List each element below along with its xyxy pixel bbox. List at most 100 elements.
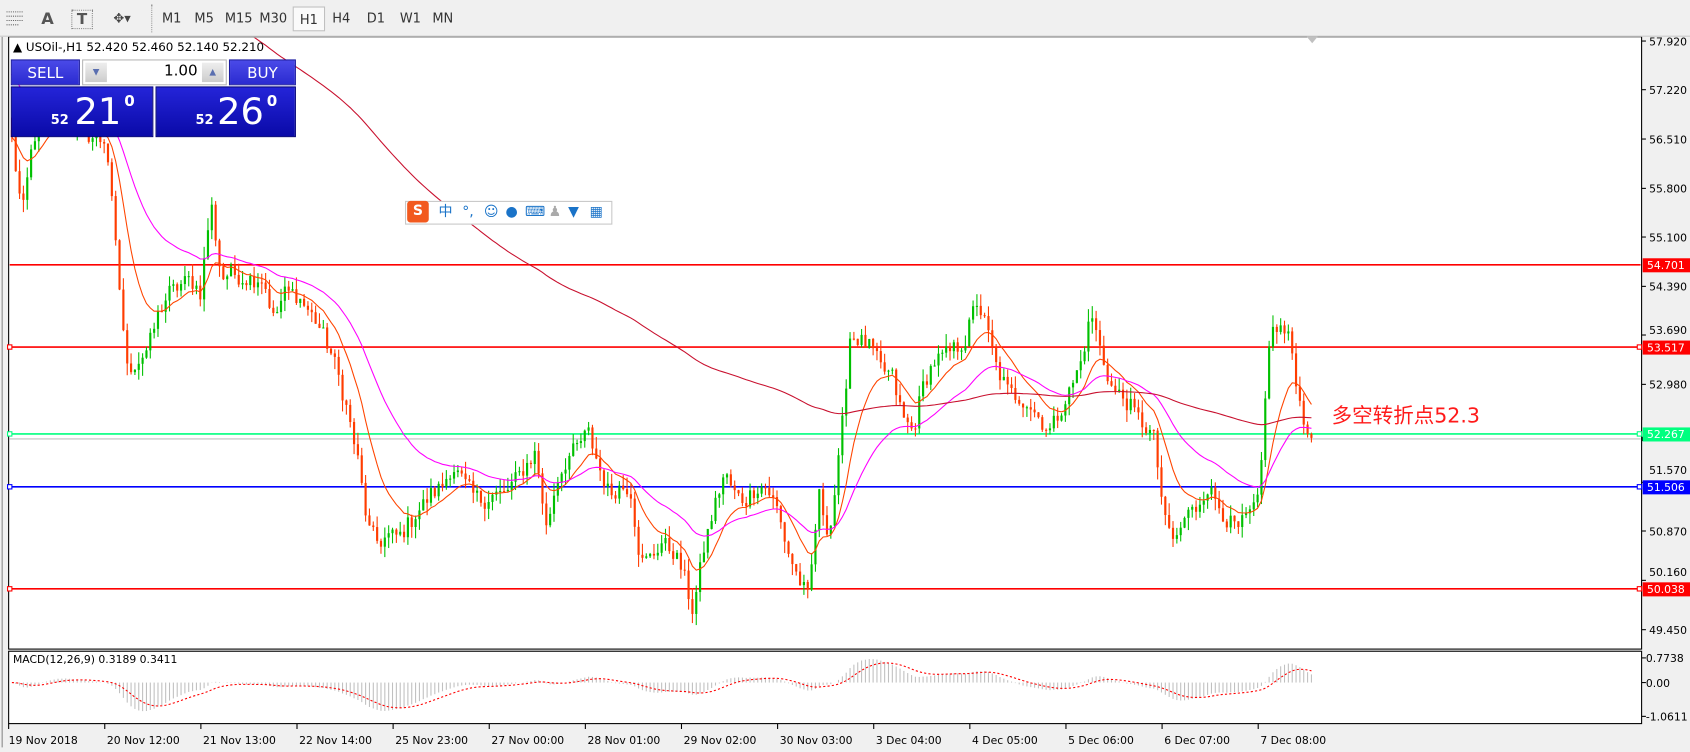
candle-body	[129, 363, 133, 373]
skin-shirt-icon[interactable]: ▼	[568, 204, 579, 221]
candle-body	[30, 149, 33, 178]
sogou-logo-icon[interactable]: S	[407, 200, 429, 223]
candle-body	[1121, 389, 1125, 399]
candle-body	[591, 427, 594, 449]
candle-body	[549, 513, 552, 526]
line-handle[interactable]	[7, 586, 13, 592]
candle-body	[276, 312, 279, 314]
shapes-dropdown-icon[interactable]: ✥▾	[113, 10, 131, 26]
candle-body	[452, 472, 456, 479]
candle-body	[687, 570, 690, 600]
candle-body	[772, 495, 775, 498]
horizontal-lines-icon[interactable]	[4, 6, 26, 30]
chart-shift-marker[interactable]	[1306, 36, 1318, 44]
punctuation-icon[interactable]: °,	[462, 204, 474, 221]
candle-body	[775, 497, 779, 507]
microphone-icon[interactable]: ●	[505, 204, 518, 221]
candle-body	[287, 286, 290, 291]
candle-body	[1221, 508, 1225, 522]
candle-body	[441, 483, 444, 487]
timeframe-m15[interactable]: M15	[224, 10, 253, 26]
candle-body	[718, 494, 721, 498]
macd-panel[interactable]	[8, 650, 1643, 725]
timeframe-d1[interactable]: D1	[366, 10, 385, 26]
sell-price-box[interactable]: 52 21 0	[10, 86, 154, 138]
buy-price-prefix: 52	[195, 112, 214, 128]
candle-body	[1283, 325, 1286, 334]
timeframe-m5[interactable]: M5	[194, 10, 214, 26]
text-label-T-icon[interactable]: T	[71, 9, 93, 30]
line-handle[interactable]	[7, 484, 13, 490]
line-handle[interactable]	[7, 344, 13, 350]
emoji-icon[interactable]: ☺	[483, 204, 499, 221]
candle-body	[172, 284, 175, 286]
text-A-icon[interactable]: A	[41, 8, 54, 29]
price-tick-label: 54.390	[1649, 281, 1687, 294]
candle-body	[303, 298, 306, 306]
candle-body	[856, 338, 859, 345]
buy-price-box[interactable]: 52 26 0	[155, 86, 296, 138]
time-label: 30 Nov 03:00	[780, 734, 853, 747]
candle-body	[641, 554, 644, 558]
candle-body	[768, 487, 771, 496]
macd-tick-label: -1.0611	[1646, 711, 1688, 724]
time-label: 28 Nov 01:00	[588, 734, 661, 747]
candle-body	[1237, 521, 1240, 528]
timeframe-m1[interactable]: M1	[162, 10, 182, 26]
timeframe-w1[interactable]: W1	[399, 10, 421, 26]
candle-body	[633, 498, 636, 527]
candle-body	[179, 284, 183, 291]
candle-body	[491, 494, 494, 502]
line-handle[interactable]	[1636, 344, 1643, 350]
candle-body	[606, 483, 609, 487]
pivot-annotation[interactable]: 多空转折点52.3	[1331, 403, 1480, 428]
candle-body	[479, 490, 483, 503]
candle-body	[291, 289, 294, 291]
candle-body	[1110, 381, 1113, 386]
candle-body	[1029, 407, 1032, 410]
line-handle[interactable]	[1636, 586, 1643, 592]
main-chart-area[interactable]	[8, 36, 1643, 650]
lot-value[interactable]: 1.00	[163, 62, 198, 80]
lot-increase-button[interactable]: ▲	[201, 62, 224, 83]
line-handle[interactable]	[1636, 431, 1643, 437]
collapse-triangle-icon[interactable]: ▲	[12, 39, 23, 55]
user-icon[interactable]: ♟	[548, 204, 562, 221]
lot-decrease-button[interactable]: ▼	[85, 62, 107, 83]
candle-body	[510, 481, 513, 490]
candle-body	[1198, 504, 1202, 512]
candle-body	[583, 430, 586, 442]
candle-body	[1087, 321, 1090, 352]
timeframe-h4[interactable]: H4	[332, 10, 351, 26]
lot-size-input[interactable]: ▼ 1.00 ▲	[82, 59, 227, 86]
price-tick-label: 49.450	[1649, 624, 1687, 637]
ime-toolbar[interactable]: S 中 °, ☺ ● ⌨ ♟ ▼ ▦	[405, 200, 613, 225]
chinese-mode-icon[interactable]: 中	[438, 204, 453, 221]
candle-body	[445, 478, 448, 487]
keyboard-icon[interactable]: ⌨	[524, 204, 546, 221]
candle-body	[1244, 513, 1248, 516]
line-price-label: 51.506	[1647, 481, 1685, 494]
candle-body	[672, 551, 675, 559]
candle-body	[149, 332, 152, 351]
sell-button[interactable]: SELL	[10, 59, 80, 86]
candle-body	[952, 342, 955, 352]
candle-body	[1175, 535, 1178, 539]
candle-body	[1248, 509, 1251, 514]
candle-body	[237, 274, 240, 285]
candle-body	[660, 543, 663, 553]
toolbox-grid-icon[interactable]: ▦	[589, 204, 603, 221]
candle-body	[1268, 346, 1271, 399]
timeframe-h1[interactable]: H1	[292, 6, 326, 32]
timeframe-m30[interactable]: M30	[259, 10, 288, 26]
buy-button[interactable]: BUY	[228, 59, 296, 86]
line-handle[interactable]	[1636, 484, 1643, 490]
candle-body	[1106, 364, 1109, 382]
candle-body	[422, 499, 425, 511]
line-handle[interactable]	[7, 431, 13, 437]
timeframe-mn[interactable]: MN	[432, 10, 454, 26]
price-tick-label: 50.870	[1649, 525, 1687, 538]
candle-body	[1102, 345, 1105, 365]
candle-body	[299, 298, 302, 304]
